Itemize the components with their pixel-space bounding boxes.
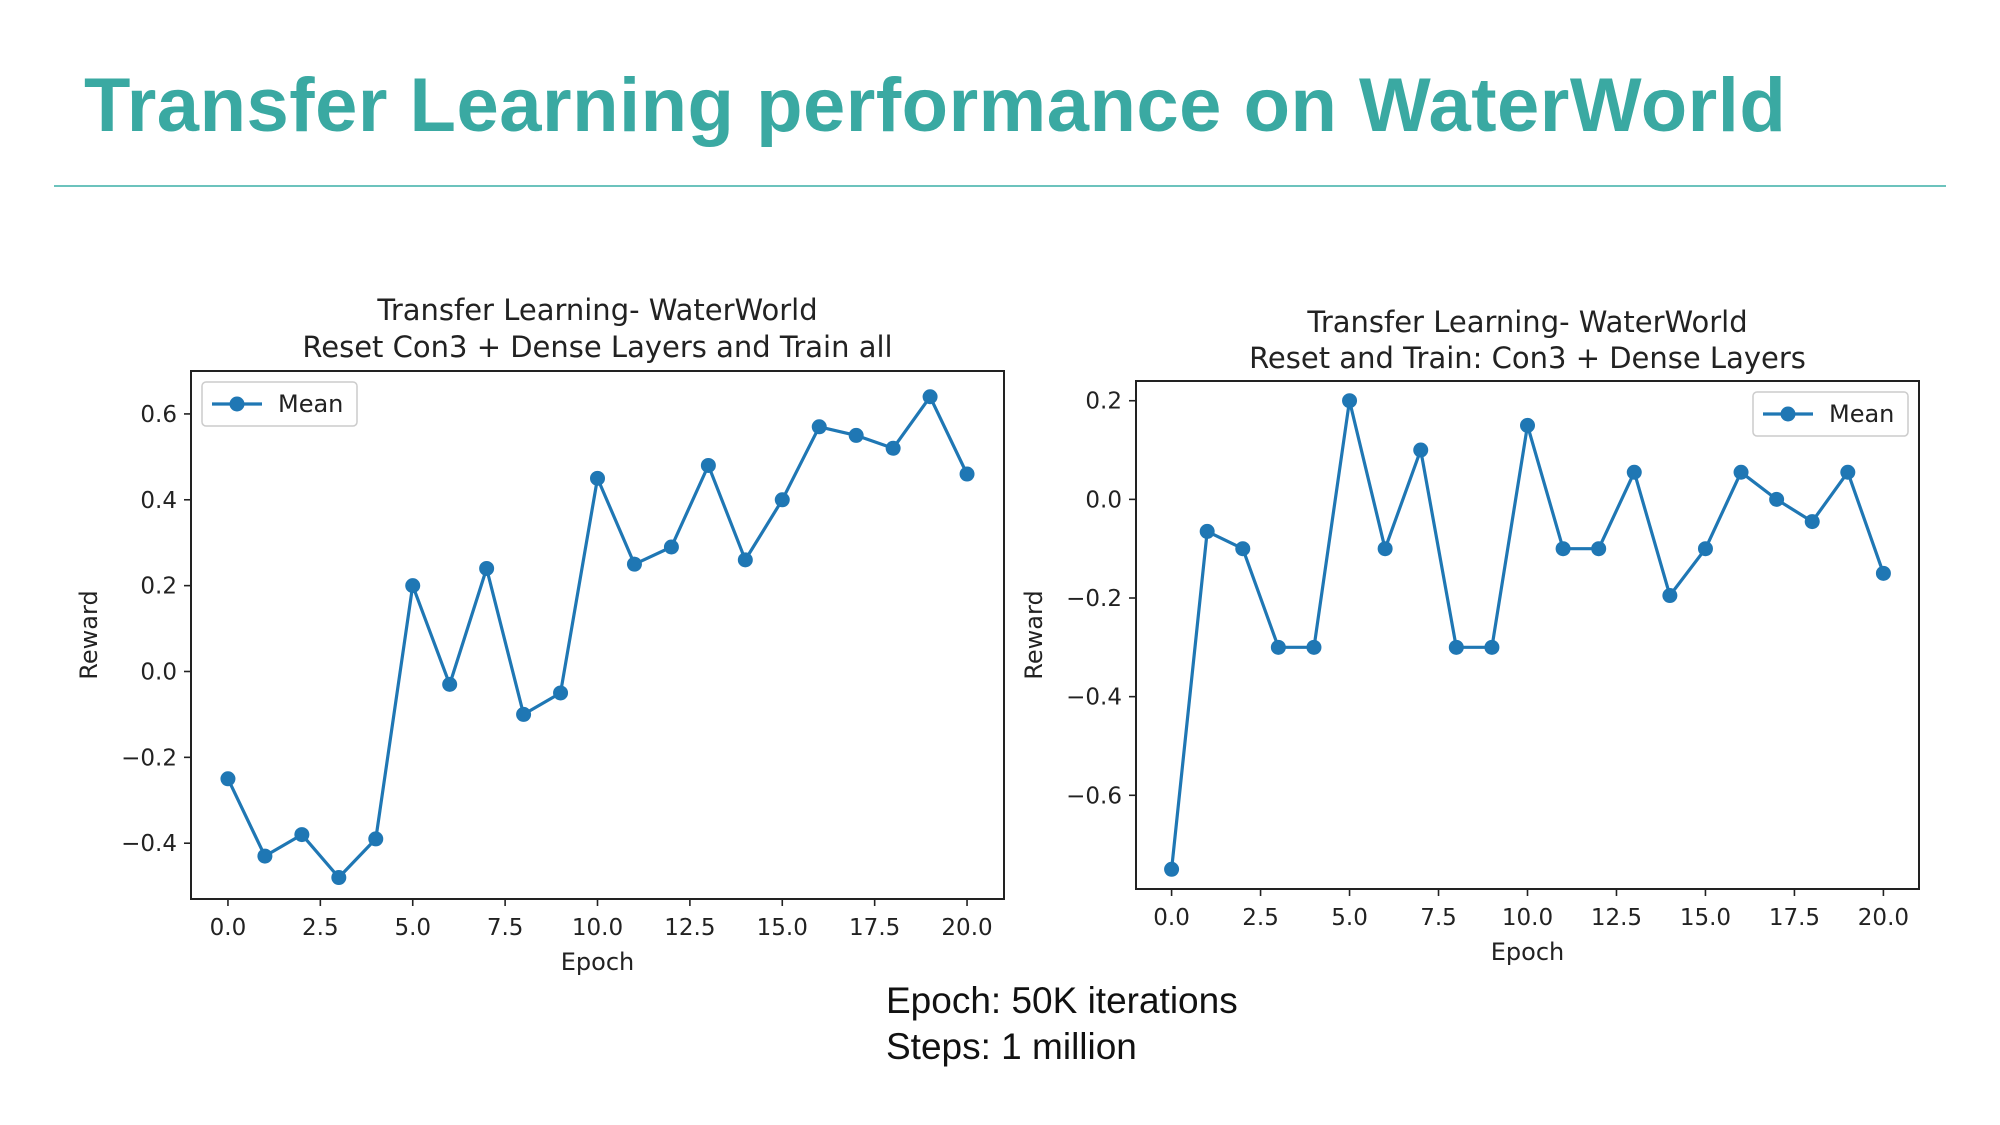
chart1-data-point: [405, 578, 421, 594]
chart2-xtick-label: 2.5: [1242, 905, 1279, 931]
chart2-data-point: [1484, 639, 1500, 655]
chart2-plot-frame: [1135, 380, 1920, 890]
chart2-xtick-label: 10.0: [1502, 905, 1553, 931]
chart2-ytick-label: 0.2: [1085, 389, 1122, 415]
chart1-data-point: [848, 427, 864, 443]
chart2-xtick-label: 7.5: [1420, 905, 1457, 931]
chart2-legend-marker: [1780, 406, 1796, 422]
chart1-data-point: [516, 706, 532, 722]
chart1-data-point: [368, 831, 384, 847]
chart1-ytick-label: 0.2: [140, 574, 177, 600]
chart1-ytick-label: 0.6: [140, 402, 177, 428]
chart2-data-point: [1769, 491, 1785, 507]
chart1-data-point: [774, 492, 790, 508]
chart1-plot-frame: [190, 370, 1005, 900]
chart1-xtick-label: 7.5: [487, 915, 524, 941]
chart2-subtitle: Reset and Train: Con3 + Dense Layers: [1249, 341, 1806, 375]
chart1-data-point: [811, 419, 827, 435]
chart1-xtick-label: 0.0: [210, 915, 247, 941]
chart1-legend-label: Mean: [278, 390, 343, 418]
chart2-data-point: [1662, 588, 1678, 604]
chart2-data-point: [1626, 464, 1642, 480]
chart1-legend-marker: [229, 396, 245, 412]
chart2-data-point: [1270, 639, 1286, 655]
chart2-data-point: [1804, 514, 1820, 530]
chart1-xtick-label: 10.0: [572, 915, 623, 941]
chart2-title: Transfer Learning- WaterWorld: [1306, 305, 1747, 339]
chart2-series-line: [1170, 399, 1885, 870]
chart1-xlabel: Epoch: [561, 948, 635, 976]
chart1-data-point: [590, 470, 605, 486]
chart2-ytick-label: −0.2: [1066, 586, 1122, 612]
chart1-data-point: [553, 685, 569, 701]
chart1-ylabel: Reward: [75, 590, 103, 679]
chart2-data-point: [1697, 541, 1713, 557]
epoch-note: Epoch: 50K iterations: [886, 980, 1238, 1021]
chart2-data-point: [1306, 639, 1322, 655]
chart1-xtick-label: 15.0: [757, 915, 808, 941]
chart1-data-point: [257, 848, 273, 864]
chart2-xtick-label: 17.5: [1769, 905, 1820, 931]
chart1-xtick-label: 17.5: [849, 915, 900, 941]
chart1-xtick-label: 20.0: [941, 915, 992, 941]
chart2-data-point: [1448, 639, 1464, 655]
chart2-xtick-label: 12.5: [1591, 905, 1642, 931]
chart2-xtick-label: 15.0: [1680, 905, 1731, 931]
chart2-data-point: [1377, 541, 1393, 557]
steps-note: Steps: 1 million: [886, 1026, 1137, 1067]
chart1-data-point: [479, 560, 495, 576]
chart1-data-point: [294, 827, 310, 843]
chart2-xtick-label: 0.0: [1153, 905, 1190, 931]
chart2-xtick-label: 20.0: [1858, 905, 1909, 931]
chart1-data-point: [220, 771, 236, 787]
chart2-data-point: [1342, 393, 1358, 409]
chart1-data-point: [700, 457, 716, 473]
chart1-series-line: [226, 395, 969, 880]
chart1-ytick-label: −0.2: [121, 745, 177, 771]
chart1-data-point: [922, 389, 938, 405]
chart1-data-point: [626, 556, 642, 572]
chart2-data-point: [1591, 541, 1607, 557]
chart2-data-point: [1875, 565, 1891, 581]
chart2-xlabel: Epoch: [1491, 938, 1565, 966]
chart2-data-point: [1555, 541, 1571, 557]
chart1-xtick-label: 2.5: [302, 915, 339, 941]
chart1-ytick-label: 0.0: [140, 659, 177, 685]
chart2-data-point: [1520, 417, 1535, 433]
chart2-data-point: [1840, 464, 1856, 480]
title-divider: [54, 185, 1946, 187]
chart2-data-point: [1733, 464, 1749, 480]
chart1-subtitle: Reset Con3 + Dense Layers and Train all: [302, 330, 892, 364]
chart1-xtick-label: 12.5: [664, 915, 715, 941]
chart1-ytick-label: 0.4: [140, 488, 177, 514]
chart2-legend-label: Mean: [1829, 400, 1894, 428]
chart1-title: Transfer Learning- WaterWorld: [376, 293, 817, 327]
chart2-ytick-label: −0.4: [1066, 685, 1122, 711]
chart2-data-point: [1199, 523, 1215, 539]
chart1-data-point: [885, 440, 901, 456]
chart2-xtick-label: 5.0: [1331, 905, 1368, 931]
chart1-data-point: [331, 870, 347, 886]
chart2-ytick-label: −0.6: [1066, 783, 1122, 809]
chart1-legend-box: [201, 381, 358, 427]
chart1-xtick-label: 5.0: [394, 915, 431, 941]
chart1-data-point: [737, 552, 753, 568]
slide-title: Transfer Learning performance on WaterWo…: [84, 63, 1787, 148]
chart2-data-point: [1413, 442, 1429, 458]
chart1-data-point: [663, 539, 679, 555]
chart1-data-point: [959, 466, 975, 482]
chart2-legend-box: [1752, 391, 1909, 437]
chart2-ylabel: Reward: [1020, 590, 1048, 679]
chart2-data-point: [1164, 861, 1180, 877]
chart1-ytick-label: −0.4: [121, 831, 177, 857]
chart2-data-point: [1235, 541, 1251, 557]
chart1-data-point: [442, 676, 458, 692]
chart2-ytick-label: 0.0: [1085, 487, 1122, 513]
